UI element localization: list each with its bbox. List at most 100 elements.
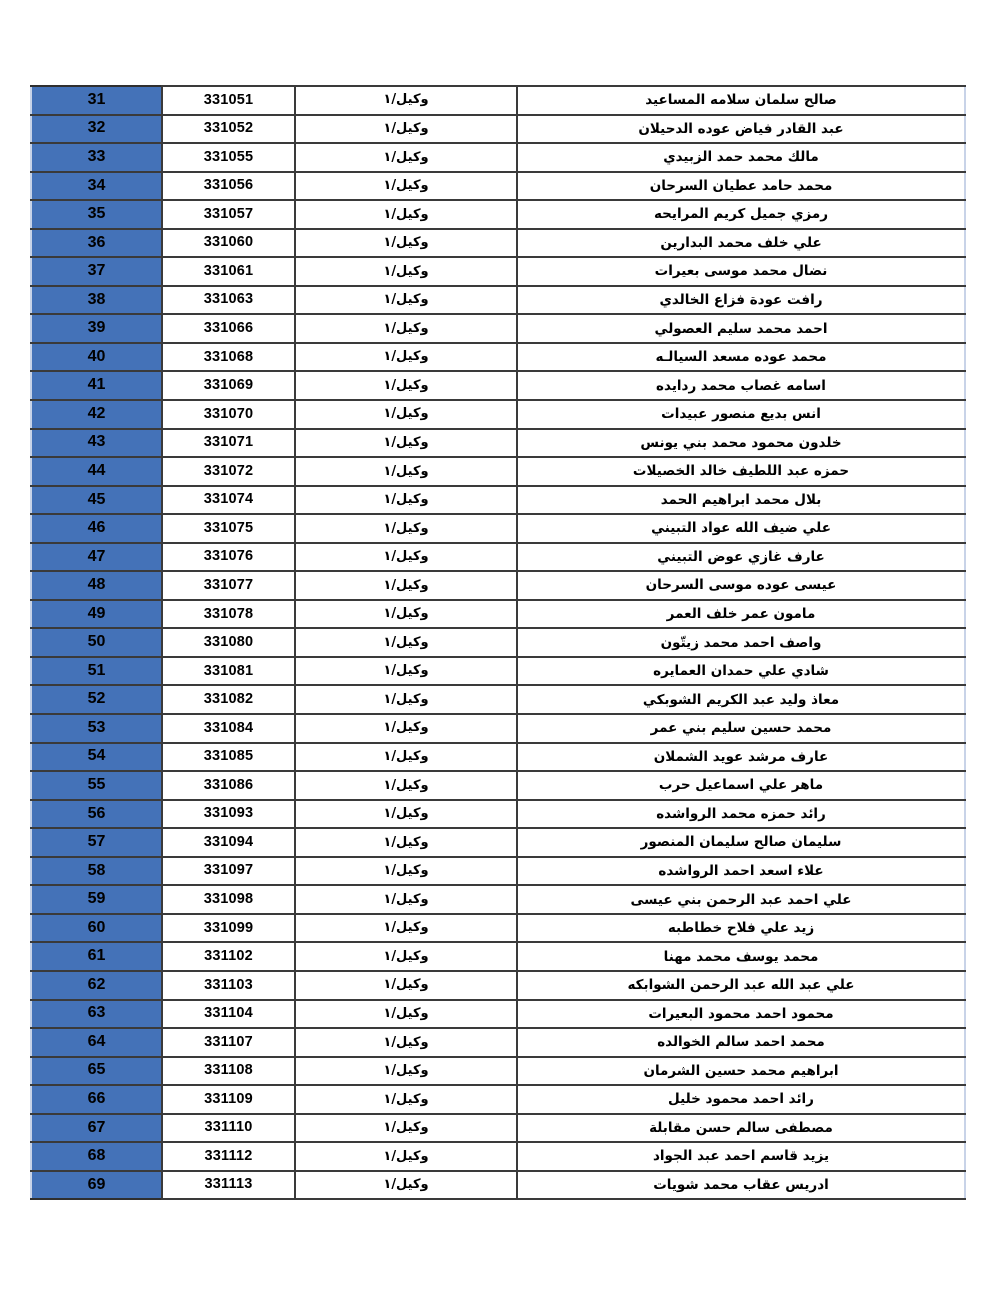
cell-row-index: 57 — [31, 827, 162, 858]
cell-row-index: 36 — [31, 227, 162, 259]
cell-rank: وكيل/١ — [294, 427, 517, 459]
cell-full-name: محمود احمد محمود البعيرات — [516, 998, 965, 1030]
table-row: خلدون محمود محمد بني يونس وكيل/١ 331071 43 — [31, 427, 965, 459]
cell-rank: وكيل/١ — [294, 941, 517, 972]
cell-rank: وكيل/١ — [294, 199, 517, 230]
cell-serial-number: 331057 — [161, 199, 295, 230]
cell-serial-number: 331068 — [161, 341, 295, 373]
cell-row-index: 60 — [31, 912, 162, 944]
cell-rank: وكيل/١ — [294, 1084, 517, 1115]
cell-full-name: يزيد قاسم احمد عبد الجواد — [516, 1141, 965, 1172]
cell-row-index: 46 — [31, 513, 162, 544]
cell-serial-number: 331081 — [161, 655, 295, 687]
cell-rank: وكيل/١ — [294, 484, 517, 516]
cell-full-name: رمزي جميل كريم المرايحه — [516, 199, 965, 230]
table-row: واصف احمد محمد زيتّون وكيل/١ 331080 50 — [31, 627, 965, 658]
table-row: يزيد قاسم احمد عبد الجواد وكيل/١ 331112 68 — [31, 1141, 965, 1172]
cell-serial-number: 331085 — [161, 741, 295, 773]
cell-serial-number: 331052 — [161, 113, 295, 145]
cell-row-index: 58 — [31, 855, 162, 887]
cell-row-index: 37 — [31, 256, 162, 287]
cell-full-name: شادي علي حمدان العمايره — [516, 655, 965, 687]
table-row: مصطفى سالم حسن مقابلة وكيل/١ 331110 67 — [31, 1112, 965, 1144]
cell-row-index: 45 — [31, 484, 162, 516]
cell-serial-number: 331084 — [161, 713, 295, 744]
cell-serial-number: 331107 — [161, 1027, 295, 1058]
cell-full-name: مصطفى سالم حسن مقابلة — [516, 1112, 965, 1144]
cell-row-index: 48 — [31, 570, 162, 601]
table-row: محمد حامد عطيان السرحان وكيل/١ 331056 34 — [31, 170, 965, 202]
table-row: رمزي جميل كريم المرايحه وكيل/١ 331057 35 — [31, 199, 965, 230]
table-row: مامون عمر خلف العمر وكيل/١ 331078 49 — [31, 598, 965, 630]
cell-full-name: عبد القادر فياض عوده الدحيلان — [516, 113, 965, 145]
cell-full-name: سليمان صالح سليمان المنصور — [516, 827, 965, 858]
cell-full-name: رافت عودة فزاع الخالدي — [516, 284, 965, 316]
table-row: سليمان صالح سليمان المنصور وكيل/١ 331094 57 — [31, 827, 965, 858]
cell-serial-number: 331097 — [161, 855, 295, 887]
cell-full-name: علي احمد عبد الرحمن بني عيسى — [516, 884, 965, 915]
cell-serial-number: 331066 — [161, 313, 295, 344]
cell-serial-number: 331094 — [161, 827, 295, 858]
cell-serial-number: 331102 — [161, 941, 295, 972]
cell-full-name: بلال محمد ابراهيم الحمد — [516, 484, 965, 516]
cell-row-index: 54 — [31, 741, 162, 773]
cell-rank: وكيل/١ — [294, 655, 517, 687]
roster-table-body: صالح سلمان سلامه المساعيد وكيل/١ 331051 31 ع… — [31, 85, 965, 1201]
cell-full-name: حمزه عبد اللطيف خالد الخصيلات — [516, 456, 965, 487]
roster-table-container: صالح سلمان سلامه المساعيد وكيل/١ 331051 31 ع… — [30, 85, 966, 1201]
cell-rank: وكيل/١ — [294, 541, 517, 573]
cell-rank: وكيل/١ — [294, 827, 517, 858]
cell-rank: وكيل/١ — [294, 113, 517, 145]
cell-row-index: 50 — [31, 627, 162, 658]
table-row: عيسى عوده موسى السرحان وكيل/١ 331077 48 — [31, 570, 965, 601]
cell-rank: وكيل/١ — [294, 170, 517, 202]
cell-serial-number: 331061 — [161, 256, 295, 287]
cell-row-index: 35 — [31, 199, 162, 230]
cell-serial-number: 331110 — [161, 1112, 295, 1144]
cell-rank: وكيل/١ — [294, 1027, 517, 1058]
cell-row-index: 59 — [31, 884, 162, 915]
table-row: محمد حسين سليم بني عمر وكيل/١ 331084 53 — [31, 713, 965, 744]
cell-row-index: 41 — [31, 370, 162, 401]
cell-row-index: 55 — [31, 770, 162, 801]
cell-row-index: 68 — [31, 1141, 162, 1172]
cell-serial-number: 331070 — [161, 399, 295, 430]
cell-row-index: 52 — [31, 684, 162, 716]
table-row: ماهر علي اسماعيل حرب وكيل/١ 331086 55 — [31, 770, 965, 801]
cell-serial-number: 331104 — [161, 998, 295, 1030]
cell-rank: وكيل/١ — [294, 798, 517, 830]
table-row: علي ضيف الله عواد التبيني وكيل/١ 331075 46 — [31, 513, 965, 544]
cell-row-index: 38 — [31, 284, 162, 316]
cell-rank: وكيل/١ — [294, 969, 517, 1001]
cell-serial-number: 331072 — [161, 456, 295, 487]
cell-full-name: رائد حمزه محمد الرواشده — [516, 798, 965, 830]
table-row: انس بديع منصور عبيدات وكيل/١ 331070 42 — [31, 399, 965, 430]
cell-serial-number: 331099 — [161, 912, 295, 944]
cell-rank: وكيل/١ — [294, 284, 517, 316]
cell-full-name: مامون عمر خلف العمر — [516, 598, 965, 630]
cell-row-index: 32 — [31, 113, 162, 145]
cell-row-index: 42 — [31, 399, 162, 430]
cell-full-name: علي خلف محمد البدارين — [516, 227, 965, 259]
cell-rank: وكيل/١ — [294, 256, 517, 287]
cell-rank: وكيل/١ — [294, 1112, 517, 1144]
cell-rank: وكيل/١ — [294, 1169, 517, 1201]
cell-row-index: 43 — [31, 427, 162, 459]
cell-rank: وكيل/١ — [294, 142, 517, 173]
cell-full-name: محمد حامد عطيان السرحان — [516, 170, 965, 202]
cell-full-name: احمد محمد سليم العصولي — [516, 313, 965, 344]
table-row: احمد محمد سليم العصولي وكيل/١ 331066 39 — [31, 313, 965, 344]
cell-row-index: 34 — [31, 170, 162, 202]
roster-table: صالح سلمان سلامه المساعيد وكيل/١ 331051 31 ع… — [30, 85, 966, 1201]
cell-rank: وكيل/١ — [294, 513, 517, 544]
cell-serial-number: 331069 — [161, 370, 295, 401]
cell-serial-number: 331075 — [161, 513, 295, 544]
cell-full-name: محمد احمد سالم الخوالده — [516, 1027, 965, 1058]
table-row: ابراهيم محمد حسين الشرمان وكيل/١ 331108 65 — [31, 1055, 965, 1087]
cell-rank: وكيل/١ — [294, 741, 517, 773]
table-row: رافت عودة فزاع الخالدي وكيل/١ 331063 38 — [31, 284, 965, 316]
cell-row-index: 44 — [31, 456, 162, 487]
table-row: محمود احمد محمود البعيرات وكيل/١ 331104 63 — [31, 998, 965, 1030]
table-row: رائد حمزه محمد الرواشده وكيل/١ 331093 56 — [31, 798, 965, 830]
table-row: رائد احمد محمود خليل وكيل/١ 331109 66 — [31, 1084, 965, 1115]
